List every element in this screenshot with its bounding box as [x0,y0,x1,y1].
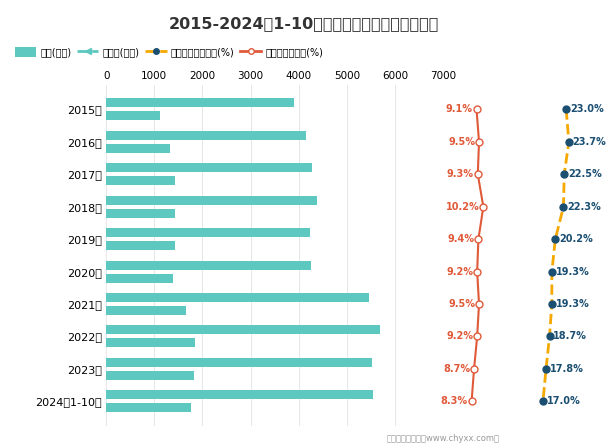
Bar [106,325,379,335]
Bar [106,241,175,250]
Bar [106,144,170,153]
Text: 9.3%: 9.3% [447,169,474,179]
Text: 9.4%: 9.4% [447,234,475,244]
Text: 8.3%: 8.3% [441,396,468,406]
Text: 17.8%: 17.8% [550,364,584,374]
Bar [106,228,310,237]
Bar [106,293,368,302]
Bar [106,403,191,412]
Text: 8.7%: 8.7% [443,364,470,374]
Bar [106,358,372,367]
Text: 19.3%: 19.3% [556,299,589,309]
Bar [106,306,186,315]
Text: 22.3%: 22.3% [568,202,601,212]
Text: 23.0%: 23.0% [570,104,604,114]
Text: 9.5%: 9.5% [448,137,475,147]
Bar [106,99,294,108]
Bar [106,209,175,218]
Bar [106,176,175,185]
Bar [106,274,172,283]
Bar [106,371,194,380]
Bar [106,390,373,399]
Legend: 存货(亿元), 产成品(亿元), 存货占流动资产比(%), 存货占总资产比(%): 存货(亿元), 产成品(亿元), 存货占流动资产比(%), 存货占总资产比(%) [11,43,327,61]
Text: 9.1%: 9.1% [446,104,473,114]
Bar [106,131,306,140]
Text: 22.5%: 22.5% [568,169,602,179]
Text: 9.5%: 9.5% [448,299,475,309]
Bar [106,163,312,172]
Text: 17.0%: 17.0% [547,396,580,406]
Text: 2015-2024年1-10月河北省工业企业存货统计图: 2015-2024年1-10月河北省工业企业存货统计图 [168,16,439,30]
Text: 10.2%: 10.2% [446,202,480,212]
Text: 20.2%: 20.2% [559,234,593,244]
Text: 19.3%: 19.3% [556,267,589,276]
Text: 9.2%: 9.2% [446,267,473,276]
Text: 制图：智妆咋询（www.chyxx.com）: 制图：智妆咋询（www.chyxx.com） [387,434,500,443]
Text: 18.7%: 18.7% [554,332,587,341]
Bar [106,338,195,348]
Bar [106,196,317,205]
Text: 23.7%: 23.7% [573,137,606,147]
Bar [106,112,160,121]
Bar [106,261,311,270]
Text: 9.2%: 9.2% [446,332,473,341]
